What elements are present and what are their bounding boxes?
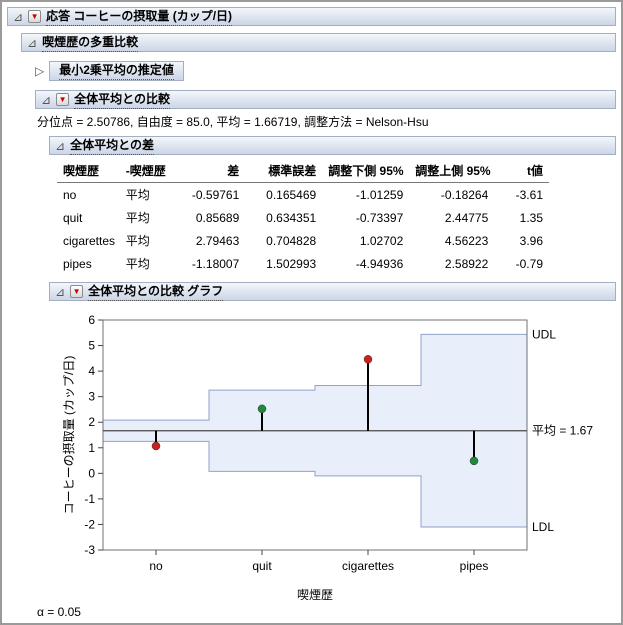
value-cell: 平均 xyxy=(125,234,150,248)
y-axis-title: コーヒーの摂取量 (カップ/日) xyxy=(61,356,76,515)
outline-title-multiple-comparison[interactable]: 喫煙歴の多重比較 xyxy=(42,33,139,52)
udl-label: UDL xyxy=(532,327,556,341)
red-triangle-menu-icon[interactable]: ▼ xyxy=(28,10,42,23)
level-cell: quit xyxy=(63,210,83,225)
x-tick-label: quit xyxy=(252,559,272,573)
value-cell: -3.61 xyxy=(515,187,543,202)
value-cell: 0.85689 xyxy=(195,210,240,225)
value-cell: -0.18264 xyxy=(440,187,489,202)
y-tick-label: 0 xyxy=(88,466,95,480)
outline-title-diff[interactable]: 全体平均との差 xyxy=(70,136,154,155)
value-cell: 0.634351 xyxy=(266,210,317,225)
outline-title-lsmeans[interactable]: 最小2乗平均の推定値 xyxy=(59,61,174,80)
data-point-pipes[interactable] xyxy=(469,456,479,466)
y-tick-label: 3 xyxy=(88,390,95,404)
y-tick-label: -3 xyxy=(84,543,95,557)
disclosure-open-icon[interactable]: ⊿ xyxy=(55,284,66,299)
value-cell: -0.59761 xyxy=(191,187,240,202)
x-tick-label: pipes xyxy=(460,559,489,573)
red-triangle-glyph: ▼ xyxy=(72,286,81,296)
outline-header-response[interactable]: ⊿ ▼ 応答 コーヒーの摂取量 (カップ/日) xyxy=(7,7,616,26)
value-cell: 1.35 xyxy=(519,210,543,225)
outline-title-anom[interactable]: 全体平均との比較 xyxy=(74,90,170,109)
table-row: pipes 平均 -1.18007 1.502993 -4.94936 2.58922 -0… xyxy=(57,252,549,275)
value-cell: -0.73397 xyxy=(355,210,404,225)
value-cell: 平均 xyxy=(125,211,150,225)
table-header-row: 喫煙歴 -喫煙歴差標準誤差 調整下側 95% 調整上側 95% t値 xyxy=(57,158,549,183)
value-cell: 1.02702 xyxy=(359,233,404,248)
disclosure-open-icon[interactable]: ⊿ xyxy=(41,92,52,107)
column-header: 調整下側 95% xyxy=(322,158,410,183)
red-triangle-glyph: ▼ xyxy=(30,11,39,21)
value-cell: 1.502993 xyxy=(266,256,317,271)
disclosure-open-icon[interactable]: ⊿ xyxy=(27,35,38,50)
level-cell: cigarettes xyxy=(63,233,116,248)
outline-header-anom-graph[interactable]: ⊿ ▼ 全体平均との比較 グラフ xyxy=(49,282,616,301)
value-cell: 平均 xyxy=(125,188,150,202)
column-header: 喫煙歴 xyxy=(57,158,120,183)
level-cell: no xyxy=(63,187,77,202)
y-tick-label: 4 xyxy=(88,364,95,378)
diff-table: 喫煙歴 -喫煙歴差標準誤差 調整下側 95% 調整上側 95% t値 no 平均 -0.59… xyxy=(57,158,549,275)
x-tick-label: no xyxy=(149,559,163,573)
data-point-quit[interactable] xyxy=(257,404,267,414)
outline-header-diff[interactable]: ⊿ 全体平均との差 xyxy=(49,136,616,155)
disclosure-open-icon[interactable]: ⊿ xyxy=(13,9,24,24)
value-cell: 平均 xyxy=(125,257,150,271)
table-row: quit 平均 0.85689 0.634351 -0.73397 2.44775 1.35 xyxy=(57,206,549,229)
y-tick-label: -1 xyxy=(84,492,95,506)
alpha-level-text: α = 0.05 xyxy=(37,605,81,619)
anom-chart-container: -3 -2 -1 0 1 2 3 4 5 6 no quit cigarettes pipes UDL 平均 … xyxy=(11,304,616,603)
value-cell: 4.56223 xyxy=(444,233,489,248)
diff-table-container: 喫煙歴 -喫煙歴差標準誤差 調整下側 95% 調整上側 95% t値 no 平均 -0.59… xyxy=(57,158,616,275)
data-point-no[interactable] xyxy=(151,441,161,451)
value-cell: 3.96 xyxy=(519,233,543,248)
outline-header-multiple-comparison[interactable]: ⊿ 喫煙歴の多重比較 xyxy=(21,33,616,52)
data-point-cigarettes[interactable] xyxy=(363,355,373,364)
x-tick-label: cigarettes xyxy=(342,559,394,573)
mean-label: 平均 = 1.67 xyxy=(532,424,593,438)
ldl-label: LDL xyxy=(532,520,554,534)
anom-chart: -3 -2 -1 0 1 2 3 4 5 6 no quit cigarettes pipes UDL 平均 … xyxy=(61,313,593,602)
table-row: no 平均 -0.59761 0.165469 -1.01259 -0.18264 -3.6… xyxy=(57,183,549,207)
plot-frame xyxy=(102,319,528,551)
value-cell: 0.704828 xyxy=(266,233,317,248)
value-cell: 0.165469 xyxy=(266,187,317,202)
value-cell: -0.79 xyxy=(515,256,543,271)
y-tick-label: -2 xyxy=(84,517,95,531)
outline-header-lsmeans-collapsed[interactable]: ▷ 最小2乗平均の推定値 xyxy=(35,61,616,81)
value-cell: -1.01259 xyxy=(355,187,404,202)
y-tick-label: 5 xyxy=(88,339,95,353)
outline-header-anom[interactable]: ⊿ ▼ 全体平均との比較 xyxy=(35,90,616,109)
value-cell: -1.18007 xyxy=(191,256,240,271)
value-cell: 2.44775 xyxy=(444,210,489,225)
value-cell: -4.94936 xyxy=(355,256,404,271)
column-header: -喫煙歴 xyxy=(119,158,177,183)
outline-title-response[interactable]: 応答 コーヒーの摂取量 (カップ/日) xyxy=(46,7,233,26)
table-row: cigarettes 平均 2.79463 0.704828 1.02702 4.5622… xyxy=(57,229,549,252)
y-tick-label: 2 xyxy=(88,415,95,429)
value-cell: 2.79463 xyxy=(195,233,240,248)
level-cell: pipes xyxy=(63,256,92,271)
y-tick-label: 1 xyxy=(88,441,95,455)
red-triangle-menu-icon[interactable]: ▼ xyxy=(56,93,70,106)
column-header: 調整上側 95% xyxy=(409,158,495,183)
column-header: t値 xyxy=(494,158,549,183)
red-triangle-glyph: ▼ xyxy=(58,94,67,104)
column-header: 標準誤差 xyxy=(245,158,323,183)
disclosure-open-icon[interactable]: ⊿ xyxy=(55,138,66,153)
y-tick-label: 6 xyxy=(88,313,95,327)
column-header: 差 xyxy=(176,158,246,183)
x-axis-title: 喫煙歴 xyxy=(297,588,333,600)
anom-statistics-text: 分位点 = 2.50786, 自由度 = 85.0, 平均 = 1.66719,… xyxy=(37,115,429,129)
collapsed-outline-box[interactable]: 最小2乗平均の推定値 xyxy=(49,61,184,81)
outline-title-anom-graph[interactable]: 全体平均との比較 グラフ xyxy=(88,282,224,301)
red-triangle-menu-icon[interactable]: ▼ xyxy=(70,285,84,298)
value-cell: 2.58922 xyxy=(444,256,489,271)
disclosure-closed-icon[interactable]: ▷ xyxy=(35,64,45,78)
